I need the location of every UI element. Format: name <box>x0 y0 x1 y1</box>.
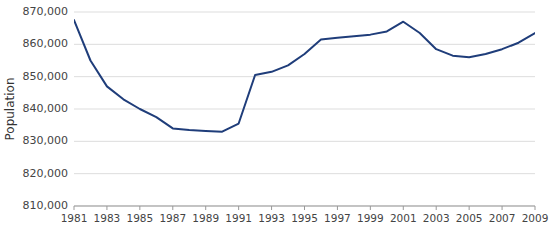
x-tick-label: 1999 <box>357 212 384 224</box>
y-grid <box>74 12 535 206</box>
x-tick-label: 2005 <box>456 212 483 224</box>
x-tick <box>271 206 272 210</box>
x-tick <box>436 206 437 210</box>
y-tick-label: 810,000 <box>23 199 69 212</box>
grid-line <box>74 12 535 13</box>
x-tick-label: 2009 <box>522 212 549 224</box>
x-tick <box>337 206 338 210</box>
x-tick <box>370 206 371 210</box>
y-tick-label: 870,000 <box>23 5 69 18</box>
y-tick-label: 860,000 <box>23 37 69 50</box>
grid-line <box>74 76 535 77</box>
x-tick-label: 1985 <box>126 212 153 224</box>
x-tick-label: 1987 <box>159 212 186 224</box>
x-ticks: 1981 1983 1985 1987 1989 1991 1993 1995 1997 1999… <box>61 206 549 224</box>
y-tick-label: 830,000 <box>23 134 69 147</box>
x-tick <box>205 206 206 210</box>
grid-line <box>74 141 535 142</box>
data-group <box>74 20 535 132</box>
y-axis-label: Population <box>3 77 17 140</box>
grid-line <box>74 109 535 110</box>
x-tick <box>502 206 503 210</box>
y-tick-label: 850,000 <box>23 70 69 83</box>
x-tick <box>139 206 140 210</box>
y-tick-label: 820,000 <box>23 167 69 180</box>
x-tick-label: 1995 <box>291 212 318 224</box>
grid-line <box>74 173 535 174</box>
x-tick-label: 1991 <box>225 212 252 224</box>
x-tick-label: 1997 <box>324 212 351 224</box>
x-tick <box>172 206 173 210</box>
y-tick-label: 840,000 <box>23 102 69 115</box>
x-tick <box>403 206 404 210</box>
chart-container: 810,000 820,000 830,000 840,000 850,000 860,0… <box>0 0 553 236</box>
x-tick <box>106 206 107 210</box>
x-tick <box>535 206 536 210</box>
x-tick <box>304 206 305 210</box>
x-tick <box>238 206 239 210</box>
x-tick-label: 1989 <box>192 212 219 224</box>
x-tick-label: 1983 <box>94 212 121 224</box>
x-tick <box>74 206 75 210</box>
x-tick-label: 2007 <box>489 212 516 224</box>
y-tick-labels: 810,000 820,000 830,000 840,000 850,000 860,0… <box>23 5 69 212</box>
x-tick-label: 1981 <box>61 212 88 224</box>
page: {"chart_data": {"type": "line", "x": [19… <box>0 0 553 236</box>
x-tick-label: 2001 <box>390 212 417 224</box>
grid-line <box>74 44 535 45</box>
chart-svg: 810,000 820,000 830,000 840,000 850,000 860,0… <box>0 0 553 236</box>
x-tick-label: 2003 <box>423 212 450 224</box>
x-tick <box>469 206 470 210</box>
x-tick-label: 1993 <box>258 212 285 224</box>
population-line <box>74 20 535 132</box>
